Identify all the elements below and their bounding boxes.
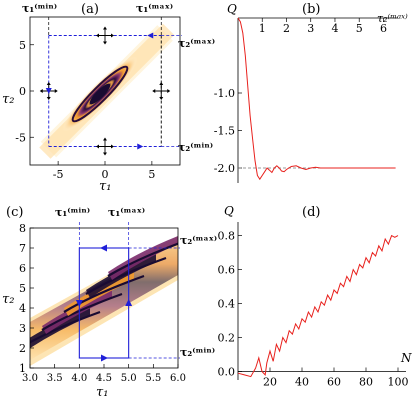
- panel-d-ytick-label: 0.6: [218, 264, 236, 277]
- panel-c-xtick-label: 3.0: [22, 373, 38, 384]
- panel-c-band-edge: [63, 274, 145, 313]
- panel-a-flow-arrow-left: [45, 88, 52, 94]
- panel-c-ytick-label: 7: [19, 242, 26, 255]
- panel-c-flow-arrow-left: [75, 300, 83, 307]
- panel-a-ytick-label: 0: [19, 85, 26, 98]
- panel-a-arrow-right: [154, 84, 169, 98]
- panel-a: -5 0 5 5 0 -5 (a) τ₁ τ₂ τ₁⁽ᵐⁱⁿ⁾ τ₁⁽ᵐᵃˣ⁾ τ₂⁽ᵐᵃ…: [2, 2, 215, 194]
- panel-a-tau1-min-label: τ₁⁽ᵐⁱⁿ⁾: [22, 2, 57, 15]
- panel-a-ytick-label: -5: [15, 131, 26, 144]
- panel-d-ylabel: Q: [224, 204, 234, 218]
- panel-c-xtick-label: 4.0: [71, 373, 87, 384]
- panel-a-xtick-label: 5: [148, 168, 155, 181]
- panel-c-band-edge: [107, 242, 178, 277]
- panel-c-flow-arrow-bottom: [101, 354, 108, 362]
- panel-c-label: (c): [6, 205, 23, 220]
- panel-d-xtick-label: 100: [388, 376, 409, 389]
- panel-a-arrow-bottom: [98, 139, 112, 154]
- panel-b-xtick-label: 4: [331, 22, 338, 35]
- panel-a-xlabel: τ₁: [99, 179, 111, 194]
- panel-c-tau2-min-label: τ₂⁽ᵐⁱⁿ⁾: [180, 346, 215, 359]
- panel-c-flow-arrow-top: [100, 244, 107, 252]
- panel-b-label: (b): [302, 2, 320, 17]
- panel-b-xtick-label: 5: [356, 22, 363, 35]
- panel-c-tau2-max-label: τ₂⁽ᵐᵃˣ⁾: [180, 234, 217, 247]
- panel-c-band-edge: [41, 292, 123, 331]
- panel-c-ytick-label: 3: [19, 322, 26, 335]
- panel-d-ytick-label: 0.2: [218, 332, 236, 345]
- panel-a-ticks: -5 0 5 5 0 -5: [15, 39, 155, 181]
- panel-b-ytick-label: -1.0: [214, 87, 235, 100]
- panel-d-xlabel: N: [400, 351, 412, 365]
- panel-b: 1 2 3 4 5 6 -1.0 -1.5 -2.0 (b) Q τ₂⁽ᵐᵃˣ⁾: [214, 2, 408, 183]
- panel-d-ytick-label: 0.8: [218, 230, 236, 243]
- panel-a-tau1-max-label: τ₁⁽ᵐᵃˣ⁾: [136, 2, 173, 15]
- panel-b-xtick-label: 1: [259, 22, 266, 35]
- panel-a-flow-arrow-top: [147, 32, 154, 39]
- panel-b-xtick-label: 3: [307, 22, 314, 35]
- panel-c-tau1-min-label: τ₁⁽ᵐⁱⁿ⁾: [55, 206, 90, 219]
- panel-c-ytick-label: 8: [19, 222, 26, 235]
- panel-c-heatmap: [30, 228, 178, 368]
- panel-c-ylabel: τ₂: [2, 292, 14, 307]
- panel-c-xtick-label: 5.0: [121, 373, 137, 384]
- panel-d-xtick-label: 40: [295, 376, 309, 389]
- panel-c-xtick-label: 3.5: [47, 373, 63, 384]
- panel-a-xtick-label: 0: [102, 168, 109, 181]
- panel-a-box: [39, 17, 182, 156]
- panel-a-flow-arrow-bottom: [137, 143, 144, 150]
- panel-b-curve: [237, 17, 396, 181]
- panel-d-ytick-label: 0.0: [218, 366, 236, 379]
- panel-d-xtick-label: 60: [327, 376, 341, 389]
- panel-c-xlabel: τ₁: [96, 385, 108, 400]
- panel-b-axes: 1 2 3 4 5 6 -1.0 -1.5 -2.0: [214, 17, 398, 183]
- panel-a-label: (a): [81, 2, 99, 17]
- panel-c-ytick-label: 5: [19, 282, 26, 295]
- panel-c-ytick-label: 1: [19, 362, 26, 375]
- panel-a-ytick-label: 5: [19, 39, 26, 52]
- panel-c-tau1-max-label: τ₁⁽ᵐᵃˣ⁾: [108, 206, 145, 219]
- panel-c-flow-arrow-right: [125, 299, 133, 306]
- panel-c-ytick-label: 2: [19, 342, 26, 355]
- panel-d-ytick-label: 0.4: [218, 298, 236, 311]
- panel-c-ticks: 3.0 3.5 4.0 4.5 5.0 5.5 6.0 8 7 6 5 4 3 2 1: [19, 222, 186, 384]
- panel-c-ytick-label: 4: [19, 302, 26, 315]
- panel-d-xtick-label: 20: [263, 376, 277, 389]
- panel-c-xtick-label: 5.5: [145, 373, 161, 384]
- panel-c-xtick-label: 6.0: [170, 373, 186, 384]
- panel-d-axes: 20 40 60 80 100 0.8 0.6 0.4 0.2 0.0: [218, 222, 409, 389]
- panel-c-band-edge: [85, 256, 167, 295]
- panel-a-ylabel: τ₂: [2, 92, 14, 107]
- panel-d-label: (d): [302, 205, 320, 220]
- panel-b-ylabel: Q: [227, 2, 237, 16]
- panel-c-ytick-label: 6: [19, 262, 26, 275]
- panel-c-box: [75, 222, 180, 362]
- panel-b-ytick-label: -1.5: [214, 125, 235, 138]
- panel-a-arrow-top: [98, 28, 112, 43]
- panel-d-xtick-label: 80: [359, 376, 373, 389]
- panel-b-xtick-label: 2: [283, 22, 290, 35]
- panel-d: 20 40 60 80 100 0.8 0.6 0.4 0.2 0.0 (d) Q N: [218, 204, 413, 389]
- panel-b-xlabel: τ₂⁽ᵐᵃˣ⁾: [377, 12, 408, 25]
- panel-c-band-edge: [30, 310, 101, 344]
- panel-c-xtick-label: 4.5: [96, 373, 112, 384]
- panel-b-xtick-label: 6: [380, 22, 387, 35]
- panel-a-xtick-label: -5: [53, 168, 64, 181]
- panel-a-tau2-max-label: τ₂⁽ᵐᵃˣ⁾: [178, 37, 215, 50]
- panel-a-tau2-min-label: τ₂⁽ᵐⁱⁿ⁾: [178, 141, 213, 154]
- panel-c-bands: [30, 236, 178, 349]
- panel-d-curve: [237, 234, 399, 378]
- panel-b-ytick-label: -2.0: [214, 162, 235, 175]
